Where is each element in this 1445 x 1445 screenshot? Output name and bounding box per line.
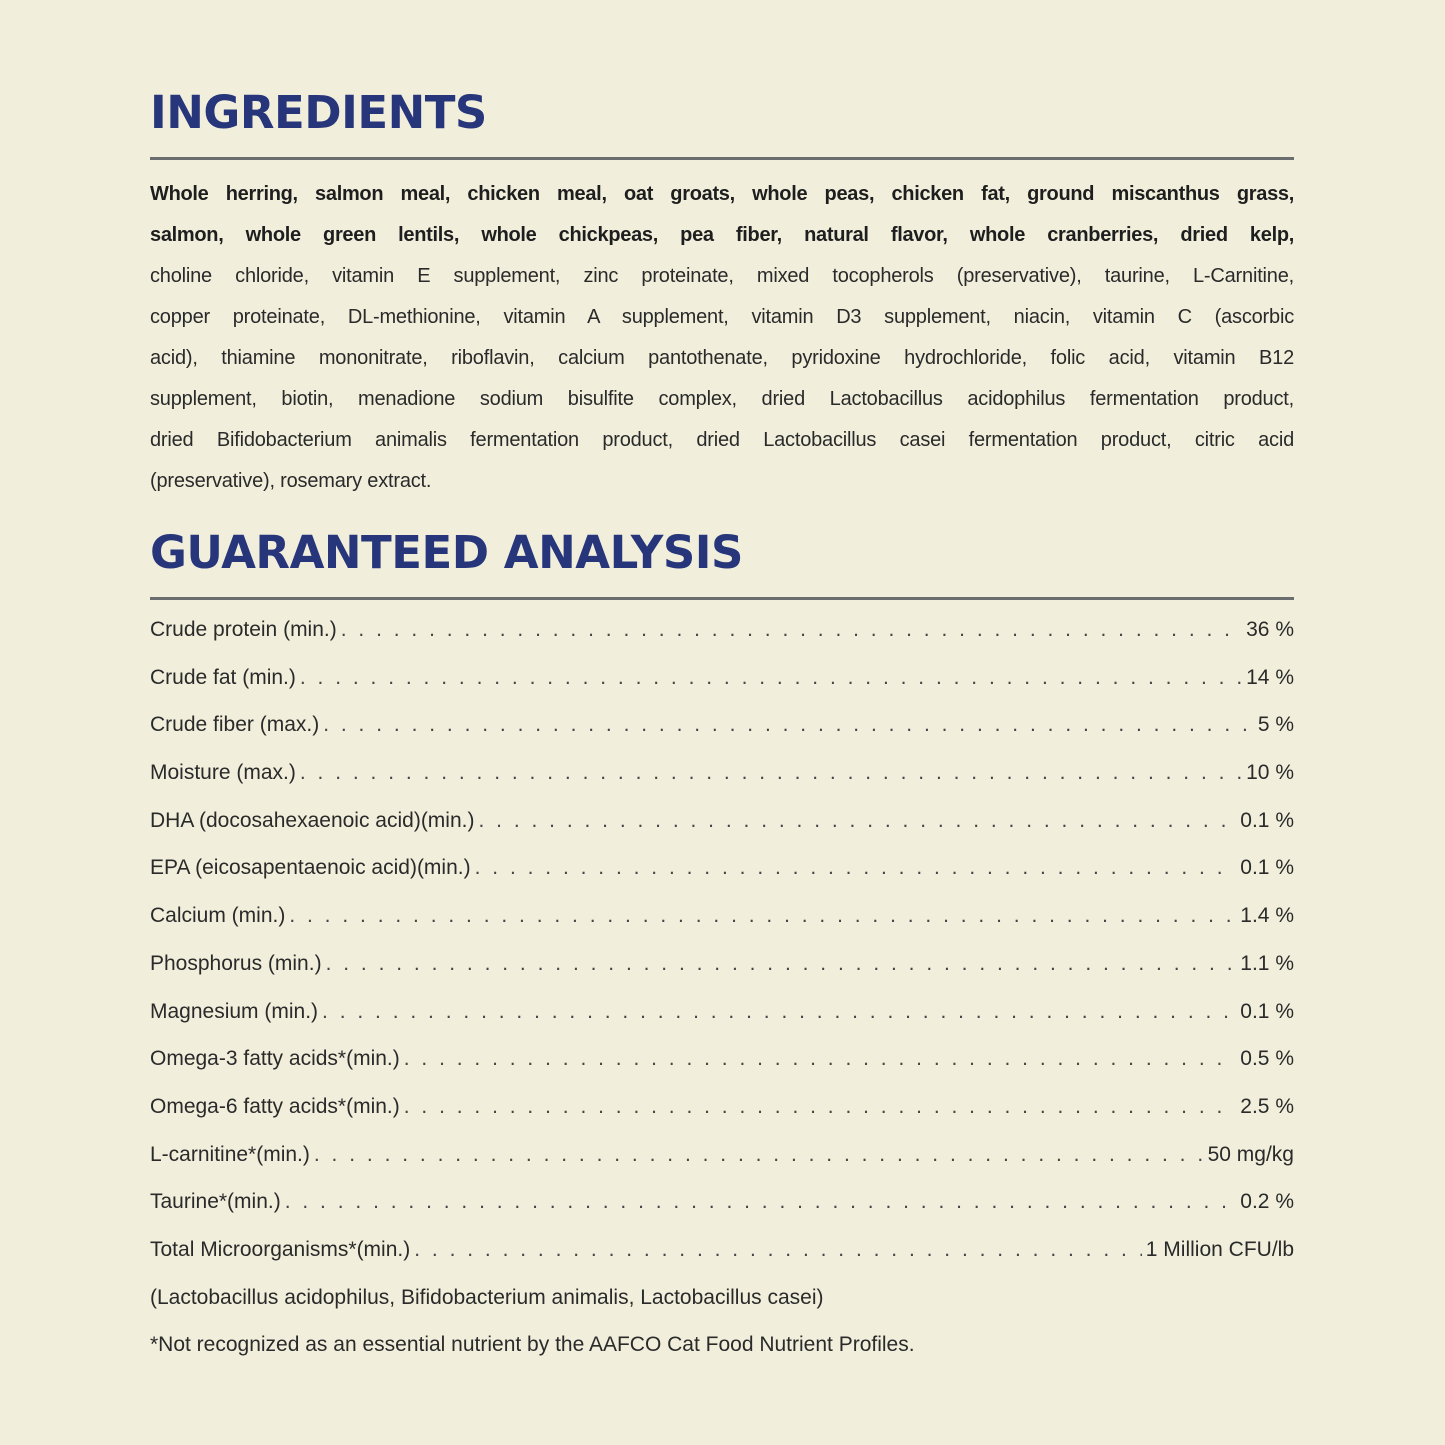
- analysis-label: EPA (eicosapentaenoic acid)(min.): [150, 856, 471, 880]
- analysis-value: 36 %: [1246, 618, 1294, 641]
- analysis-row: Crude fat (min.) 14 %: [150, 654, 1294, 702]
- analysis-value: 1.1 %: [1240, 951, 1294, 975]
- dot-leader: [314, 1131, 1204, 1179]
- ingredients-title: INGREDIENTS: [150, 86, 487, 139]
- analysis-value: 5 %: [1257, 713, 1294, 737]
- analysis-row: Moisture (max.) 10 %: [150, 749, 1294, 797]
- analysis-value: 50 mg/kg: [1207, 1142, 1294, 1166]
- dot-leader: [326, 940, 1237, 988]
- analysis-label: Omega-6 fatty acids*(min.): [150, 1094, 400, 1118]
- analysis-value: 0.5 %: [1240, 1047, 1294, 1071]
- ingredients-line: salmon, whole green lentils, whole chick…: [150, 224, 1294, 246]
- analysis-row: Magnesium (min.) 0.1 %: [150, 988, 1294, 1036]
- analysis-label: Crude protein (min.): [150, 618, 337, 641]
- ingredients-text: Whole herring, salmon meal, chicken meal…: [150, 174, 1294, 502]
- analysis-value: 10 %: [1246, 761, 1294, 785]
- ingredients-line: Whole herring, salmon meal, chicken meal…: [150, 183, 1294, 205]
- analysis-label: Crude fat (min.): [150, 665, 296, 689]
- dot-leader: [289, 892, 1236, 940]
- analysis-value: 0.1 %: [1240, 999, 1294, 1023]
- analysis-row: Omega-3 fatty acids*(min.) 0.5 %: [150, 1035, 1294, 1083]
- ingredients-line: choline chloride, vitamin E supplement, …: [150, 265, 1294, 287]
- ingredients-line: copper proteinate, DL-methionine, vitami…: [150, 306, 1294, 328]
- dot-leader: [322, 988, 1236, 1036]
- analysis-row: EPA (eicosapentaenoic acid)(min.) 0.1 %: [150, 844, 1294, 892]
- analysis-label: L-carnitine*(min.): [150, 1142, 310, 1166]
- analysis-label: Magnesium (min.): [150, 999, 319, 1023]
- analysis-label: Crude fiber (max.): [150, 713, 320, 737]
- analysis-row: L-carnitine*(min.) 50 mg/kg: [150, 1131, 1294, 1179]
- analysis-value: 2.5 %: [1240, 1094, 1294, 1118]
- ingredients-line: supplement, biotin, menadione sodium bis…: [150, 388, 1294, 410]
- dot-leader: [300, 749, 1242, 797]
- analysis-row: DHA (docosahexaenoic acid)(min.) 0.1 %: [150, 797, 1294, 845]
- dot-leader: [414, 1226, 1142, 1274]
- analysis-value: 0.1 %: [1240, 808, 1294, 832]
- dot-leader: [285, 1178, 1237, 1226]
- ingredients-section: INGREDIENTS Whole herring, salmon meal, …: [150, 86, 1294, 502]
- dot-leader: [300, 654, 1242, 702]
- analysis-value: 0.1 %: [1240, 856, 1294, 880]
- ingredients-line: acid), thiamine mononitrate, riboflavin,…: [150, 347, 1294, 369]
- analysis-label: Phosphorus (min.): [150, 951, 322, 975]
- dot-leader: [404, 1083, 1237, 1131]
- analysis-row: Calcium (min.) 1.4 %: [150, 892, 1294, 940]
- ingredients-line: dried Bifidobacterium animalis fermentat…: [150, 429, 1294, 451]
- microorganisms-note: (Lactobacillus acidophilus, Bifidobacter…: [150, 1285, 824, 1309]
- analysis-table: Crude protein (min.) 36 % Crude fat (min.)…: [150, 606, 1294, 1274]
- ingredients-divider: [150, 157, 1294, 160]
- dot-leader: [341, 606, 1242, 654]
- analysis-divider: [150, 597, 1294, 600]
- analysis-row: Total Microorganisms*(min.) 1 Million CFU…: [150, 1226, 1294, 1274]
- analysis-label: Taurine*(min.): [150, 1190, 281, 1214]
- analysis-section: GUARANTEED ANALYSIS Crude protein (min.)…: [150, 526, 1294, 1369]
- analysis-label: Total Microorganisms*(min.): [150, 1237, 411, 1261]
- analysis-row: Crude protein (min.) 36 %: [150, 606, 1294, 654]
- footnote: *Not recognized as an essential nutrient…: [150, 1333, 915, 1357]
- dot-leader: [404, 1035, 1237, 1083]
- analysis-row: Taurine*(min.) 0.2 %: [150, 1178, 1294, 1226]
- analysis-label: DHA (docosahexaenoic acid)(min.): [150, 808, 475, 832]
- dot-leader: [478, 797, 1236, 845]
- analysis-value: 14 %: [1246, 665, 1294, 689]
- analysis-value: 1 Million CFU/lb: [1145, 1237, 1294, 1261]
- dot-leader: [475, 844, 1237, 892]
- ingredients-line: (preservative), rosemary extract.: [150, 470, 432, 492]
- analysis-label: Moisture (max.): [150, 761, 296, 785]
- analysis-row: Omega-6 fatty acids*(min.) 2.5 %: [150, 1083, 1294, 1131]
- analysis-label: Calcium (min.): [150, 904, 286, 928]
- analysis-row: Crude fiber (max.) 5 %: [150, 701, 1294, 749]
- dot-leader: [323, 701, 1254, 749]
- analysis-value: 1.4 %: [1240, 904, 1294, 928]
- analysis-label: Omega-3 fatty acids*(min.): [150, 1047, 400, 1071]
- analysis-row: Phosphorus (min.) 1.1 %: [150, 940, 1294, 988]
- analysis-value: 0.2 %: [1240, 1190, 1294, 1214]
- analysis-title: GUARANTEED ANALYSIS: [150, 526, 743, 579]
